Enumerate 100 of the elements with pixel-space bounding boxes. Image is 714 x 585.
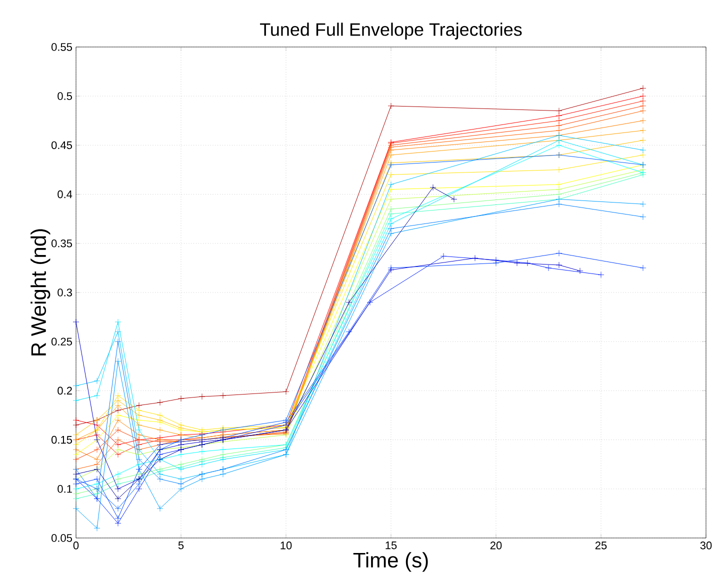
point	[640, 102, 646, 110]
point	[72, 505, 80, 512]
point	[640, 98, 646, 104]
point	[556, 142, 562, 148]
point	[388, 186, 394, 193]
point	[514, 260, 520, 266]
point	[366, 299, 374, 306]
point	[440, 252, 447, 260]
y-tick-label: 0.35	[51, 240, 72, 248]
point	[114, 412, 122, 418]
point	[556, 181, 562, 188]
point	[136, 442, 142, 448]
point	[198, 448, 206, 455]
point	[94, 378, 100, 384]
point	[94, 480, 100, 488]
point	[72, 382, 80, 389]
point	[136, 480, 142, 488]
point	[114, 397, 122, 404]
point	[178, 451, 184, 458]
x-tick-label: 30	[700, 542, 712, 550]
point	[136, 402, 142, 409]
point	[556, 250, 562, 256]
point	[114, 416, 122, 424]
point	[388, 230, 394, 237]
y-tick-label: 0.3	[58, 288, 72, 296]
x-axis-title: Time (s)	[353, 552, 428, 572]
point	[114, 451, 122, 458]
point	[136, 407, 142, 414]
point	[388, 102, 394, 110]
y-axis-title: R Weight (nd)	[30, 229, 50, 356]
point	[156, 505, 164, 512]
point	[640, 146, 646, 154]
point	[178, 476, 184, 482]
point	[640, 127, 646, 134]
point	[556, 117, 562, 124]
point	[94, 461, 100, 468]
point	[640, 137, 646, 144]
point	[492, 256, 500, 264]
point	[114, 515, 122, 522]
point	[72, 397, 80, 404]
point	[640, 214, 646, 220]
point	[72, 480, 80, 488]
point	[640, 92, 646, 100]
point	[156, 451, 164, 458]
y-tick-label: 0.15	[51, 436, 72, 444]
point	[114, 426, 122, 434]
point	[94, 432, 100, 438]
point	[556, 127, 562, 134]
point	[388, 196, 394, 202]
point	[136, 432, 142, 438]
point	[450, 196, 458, 202]
point	[178, 442, 184, 448]
point	[72, 456, 80, 463]
point	[114, 328, 122, 335]
chart-title: Tuned Full Envelope Trajectories	[260, 22, 522, 40]
point	[114, 442, 122, 448]
y-tick-label: 0.45	[51, 141, 72, 150]
point	[136, 461, 142, 468]
point	[220, 470, 226, 478]
point	[72, 442, 80, 448]
point	[72, 318, 80, 326]
point	[640, 264, 646, 272]
point	[114, 496, 122, 502]
point	[94, 446, 100, 453]
point	[114, 407, 122, 414]
point	[178, 486, 184, 492]
point	[198, 476, 206, 482]
point	[640, 200, 646, 208]
point	[114, 402, 122, 409]
point	[156, 476, 164, 482]
point	[388, 220, 394, 227]
y-tick-label: 0.2	[58, 386, 72, 395]
point	[640, 117, 646, 124]
point	[114, 358, 122, 364]
x-tick-label: 20	[490, 542, 502, 550]
y-tick-label: 0.1	[58, 485, 72, 493]
point	[198, 461, 206, 468]
point	[94, 422, 100, 428]
point	[388, 206, 394, 212]
point	[136, 412, 142, 418]
point	[640, 108, 646, 114]
point	[94, 476, 100, 482]
point	[72, 446, 80, 453]
point	[72, 432, 80, 438]
point	[72, 486, 80, 492]
point	[556, 262, 562, 268]
point	[598, 272, 604, 278]
point	[640, 85, 646, 92]
point	[136, 456, 142, 463]
point	[114, 470, 122, 478]
point	[178, 422, 184, 428]
point	[94, 524, 100, 532]
point	[136, 486, 142, 492]
point	[114, 520, 122, 526]
point	[72, 470, 80, 478]
point	[220, 392, 226, 399]
point	[136, 422, 142, 428]
point	[156, 426, 164, 434]
point	[136, 451, 142, 458]
y-tick-label: 0.25	[51, 338, 72, 346]
